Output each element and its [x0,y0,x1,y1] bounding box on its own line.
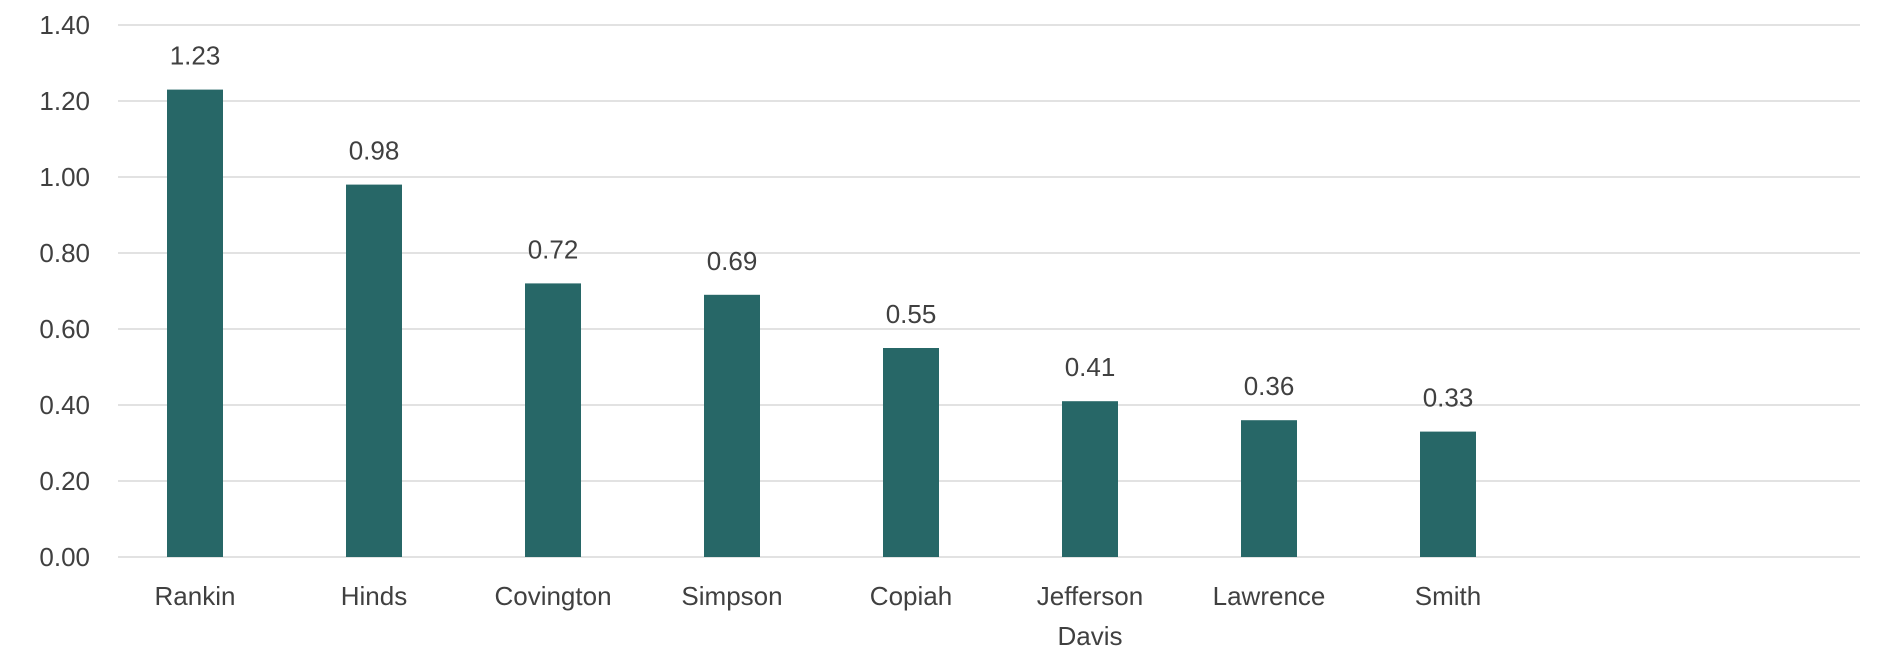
x-category-label: Davis [1057,621,1122,651]
bar [1062,401,1118,557]
gridlines [118,24,1860,558]
data-labels: 1.23 0.98 0.72 0.69 0.55 0.41 0.36 0.33 [170,41,1474,413]
bar [1420,431,1476,557]
y-tick-label: 0.20 [39,466,90,496]
y-tick-label: 1.00 [39,162,90,192]
bar [883,348,939,557]
bar [1241,420,1297,557]
x-category-label: Smith [1415,581,1481,611]
data-label: 0.36 [1244,371,1295,401]
x-category-label: Rankin [155,581,236,611]
data-label: 0.98 [349,136,400,166]
bar [346,184,402,557]
x-category-label: Jefferson [1037,581,1143,611]
x-category-label: Covington [494,581,611,611]
y-tick-label: 0.80 [39,238,90,268]
y-tick-label: 0.40 [39,390,90,420]
bar [525,283,581,557]
bar [704,294,760,557]
bars [167,89,1476,557]
x-category-label: Hinds [341,581,407,611]
y-tick-label: 0.00 [39,542,90,572]
data-label: 0.41 [1065,352,1116,382]
data-label: 0.33 [1423,383,1474,413]
y-tick-label: 1.40 [39,10,90,40]
x-axis-category-labels: Rankin Hinds Covington Simpson Copiah Jeffers… [155,581,1482,651]
data-label: 0.55 [886,299,937,329]
x-category-label: Copiah [870,581,952,611]
x-category-label: Lawrence [1213,581,1326,611]
data-label: 0.69 [707,246,758,276]
y-tick-label: 0.60 [39,314,90,344]
data-label: 1.23 [170,41,221,71]
x-category-label: Simpson [681,581,782,611]
bar [167,89,223,557]
y-tick-label: 1.20 [39,86,90,116]
data-label: 0.72 [528,234,579,264]
y-axis-tick-labels: 0.00 0.20 0.40 0.60 0.80 1.00 1.20 1.40 [39,10,90,572]
